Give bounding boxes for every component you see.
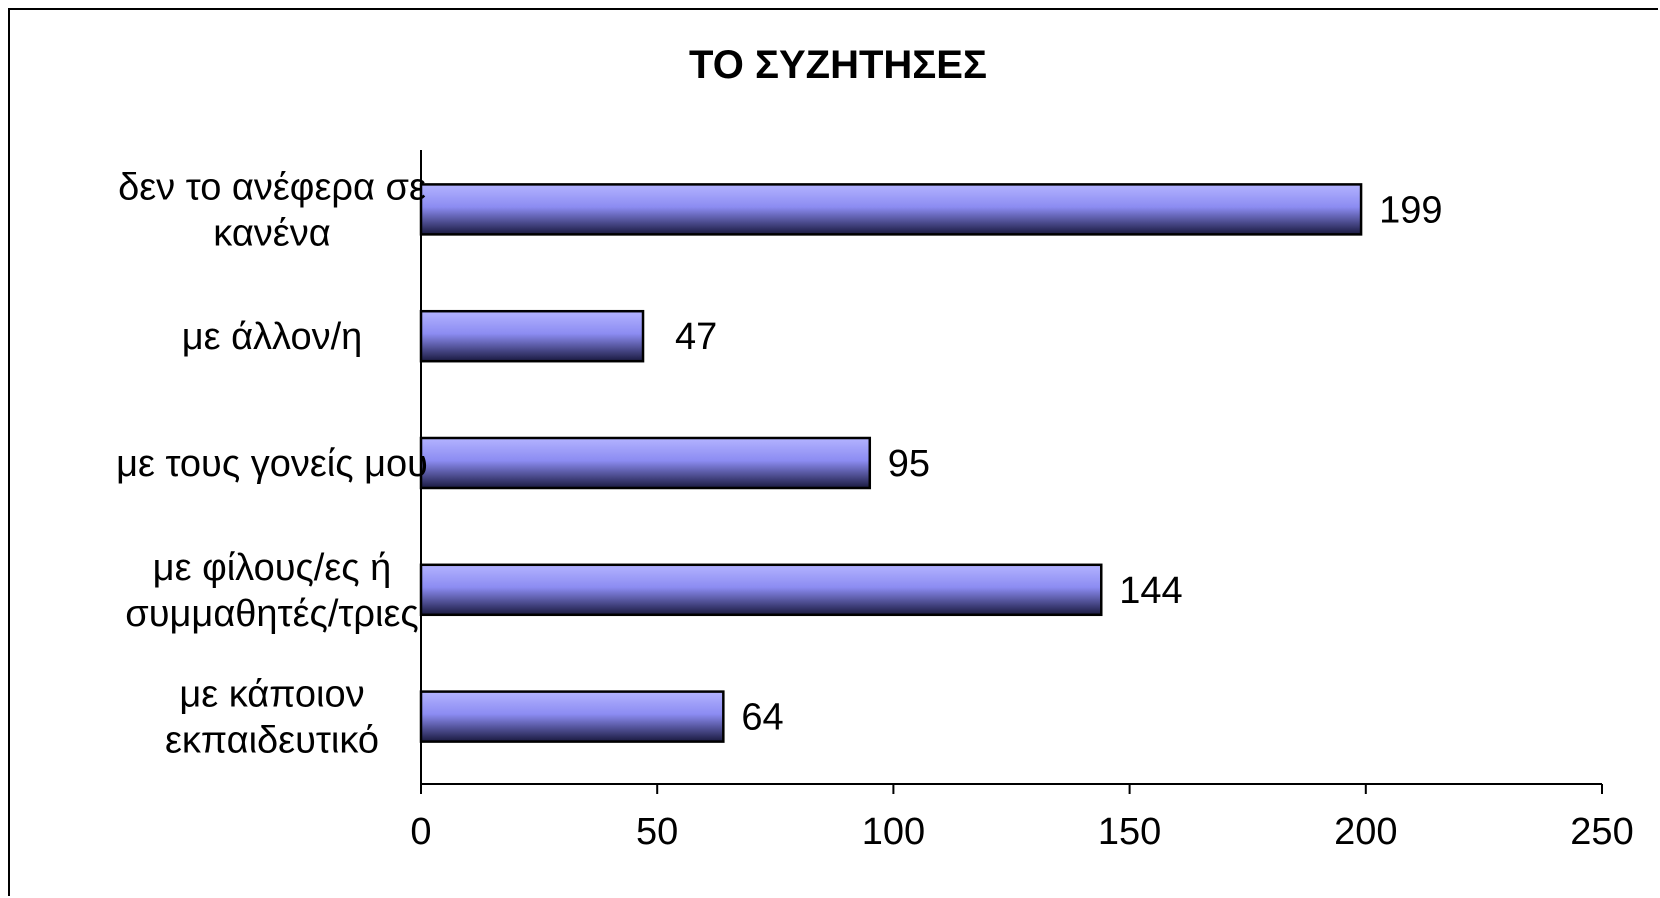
bar-1: [419, 309, 645, 363]
category-label-0-1: κανένα: [213, 212, 330, 254]
data-label-0: 199: [1379, 189, 1442, 231]
category-label-3-1: συμμαθητές/τριες: [125, 593, 418, 635]
data-label-2: 95: [888, 443, 930, 485]
x-tick-label-3: 150: [1098, 811, 1161, 853]
x-tick-label-1: 50: [636, 811, 678, 853]
bar-2: [419, 436, 872, 490]
data-label-1: 47: [675, 316, 717, 358]
category-label-4-0: με κάποιον: [179, 674, 364, 716]
category-label-2-0: με τους γονείς μου: [116, 443, 428, 485]
chart-title: ΤΟ ΣΥΖΗΤΗΣΕΣ: [689, 43, 987, 87]
data-label-4: 64: [741, 697, 783, 739]
bar-0: [419, 183, 1363, 236]
x-tick-label-0: 0: [410, 811, 431, 853]
bar-4: [419, 690, 725, 743]
category-label-3-0: με φίλους/ες ή: [153, 547, 392, 589]
category-label-0-0: δεν το ανέφερα σε: [118, 166, 426, 208]
category-label-4-1: εκπαιδευτικό: [165, 720, 379, 762]
data-label-3: 144: [1119, 570, 1182, 612]
x-tick-label-2: 100: [862, 811, 925, 853]
x-tick-label-5: 250: [1570, 811, 1633, 853]
category-label-1-0: με άλλον/η: [182, 316, 363, 358]
bar-3: [419, 563, 1103, 617]
x-tick-label-4: 200: [1334, 811, 1397, 853]
axes-group: 0 50 100 150 200 250: [410, 150, 1634, 853]
